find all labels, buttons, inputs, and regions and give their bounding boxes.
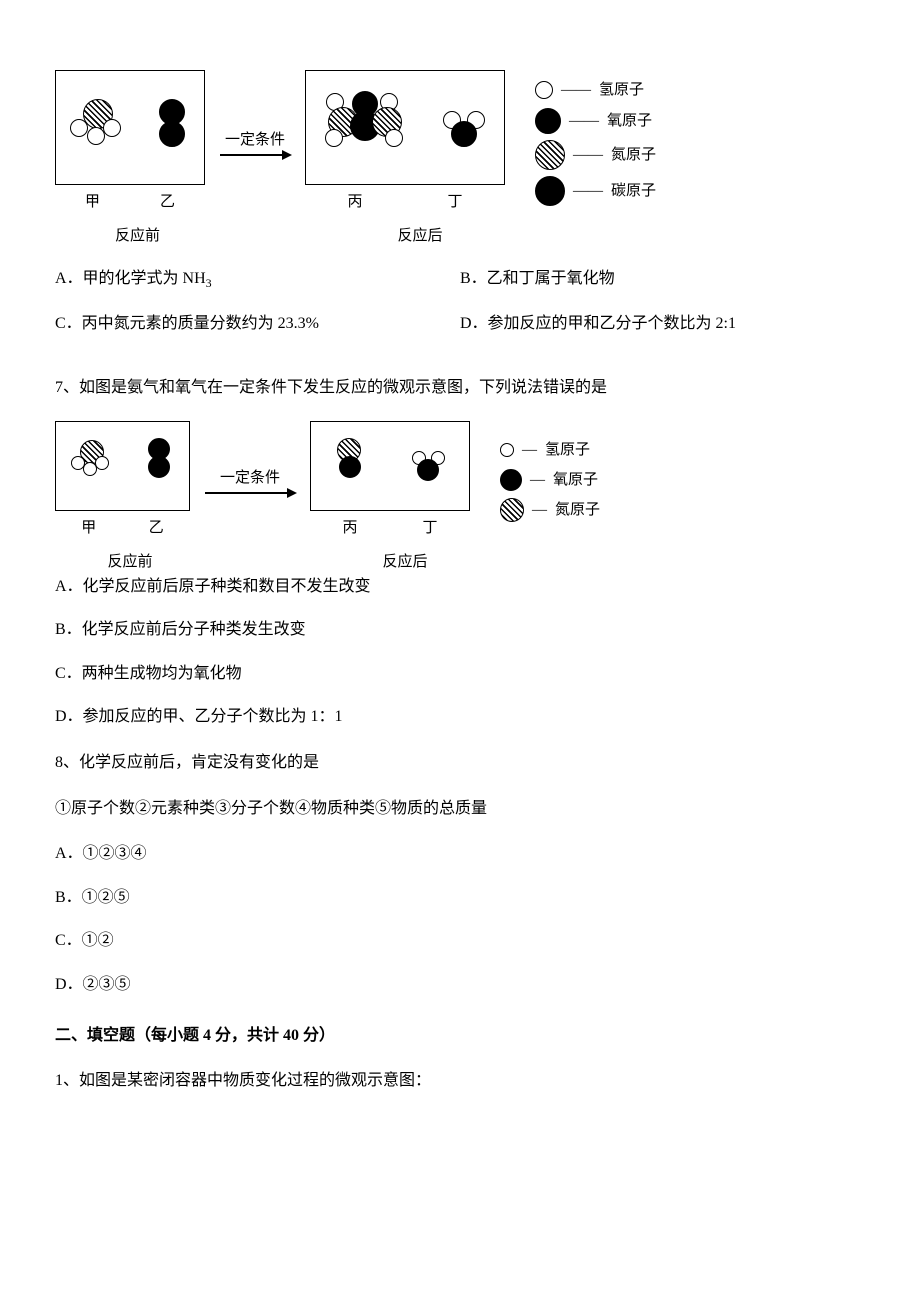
option-d: D．参加反应的甲、乙分子个数比为 1：1 <box>55 704 865 730</box>
box-before-sm <box>55 421 190 511</box>
box-after-labels: 丙 丁 <box>305 190 505 214</box>
diagram-q7: 甲 乙 一定条件 丙 丁 —氢原子 <box>55 421 865 540</box>
legend-q6: ——氢原子 ——氧原子 ——氮原子 ——碳原子 <box>535 78 656 206</box>
carbon-atom-icon <box>535 176 565 206</box>
option-d: D．②③⑤ <box>55 972 865 998</box>
box-before-labels: 甲 乙 <box>55 190 205 214</box>
option-b: B．乙和丁属于氧化物 <box>460 266 865 293</box>
section-2-header: 二、填空题（每小题 4 分，共计 40 分） <box>55 1023 865 1049</box>
option-d: D．参加反应的甲和乙分子个数比为 2:1 <box>460 311 865 337</box>
q8-stem: 8、化学反应前后，肯定没有变化的是 <box>55 750 865 776</box>
nitrogen-atom-icon <box>535 140 565 170</box>
option-a: A．化学反应前后原子种类和数目不发生改变 <box>55 574 865 600</box>
option-b: B．①②⑤ <box>55 885 865 911</box>
q8-options: A．①②③④ B．①②⑤ C．①② D．②③⑤ <box>55 841 865 997</box>
option-c: C．两种生成物均为氧化物 <box>55 661 865 687</box>
option-b: B．化学反应前后分子种类发生改变 <box>55 617 865 643</box>
box-before <box>55 70 205 185</box>
oxygen-atom-icon <box>500 469 522 491</box>
legend-q7: —氢原子 —氧原子 —氮原子 <box>500 438 600 522</box>
reaction-arrow-sm: 一定条件 <box>205 466 295 494</box>
reaction-arrow: 一定条件 <box>220 128 290 156</box>
option-c: C．①② <box>55 928 865 954</box>
diagram-captions-sm: 反应前 反应后 <box>55 550 865 574</box>
box-after <box>305 70 505 185</box>
box-after-sm-labels: 丙 丁 <box>310 516 470 540</box>
diagram-captions: 反应前 反应后 <box>55 224 865 248</box>
oxygen-atom-icon <box>535 108 561 134</box>
option-a: A．甲的化学式为 NH3 <box>55 266 460 293</box>
option-c: C．丙中氮元素的质量分数约为 23.3% <box>55 311 460 337</box>
hydrogen-atom-icon <box>500 443 514 457</box>
q6-options: A．甲的化学式为 NH3 B．乙和丁属于氧化物 C．丙中氮元素的质量分数约为 2… <box>55 266 865 355</box>
nitrogen-atom-icon <box>500 498 524 522</box>
q8-sub: ①原子个数②元素种类③分子个数④物质种类⑤物质的总质量 <box>55 796 865 822</box>
q7-options: A．化学反应前后原子种类和数目不发生改变 B．化学反应前后分子种类发生改变 C．… <box>55 574 865 730</box>
box-before-sm-labels: 甲 乙 <box>55 516 190 540</box>
section2-q1: 1、如图是某密闭容器中物质变化过程的微观示意图： <box>55 1068 865 1094</box>
hydrogen-atom-icon <box>535 81 553 99</box>
box-after-sm <box>310 421 470 511</box>
q7-stem: 7、如图是氨气和氧气在一定条件下发生反应的微观示意图，下列说法错误的是 <box>55 375 865 401</box>
diagram-q6: 甲 乙 一定条件 <box>55 70 865 214</box>
option-a: A．①②③④ <box>55 841 865 867</box>
